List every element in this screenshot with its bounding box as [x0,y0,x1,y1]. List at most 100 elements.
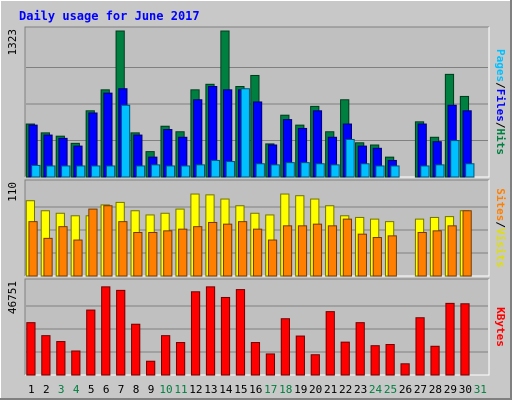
plot-area-shadow-edge [24,179,489,276]
x-tick-label: 8 [133,383,140,396]
x-tick-label: 9 [148,383,155,396]
x-tick-label: 11 [174,383,187,396]
bar-pages-day-8 [135,165,146,178]
bar-pages-day-28 [435,164,445,178]
series-pages [31,88,475,178]
bar-sites-day-2 [43,237,53,277]
bar-pages-day-20 [315,163,325,178]
ymax-label: 46751 [6,281,19,314]
x-tick-label: 25 [384,383,397,396]
bar-kbytes-day-8 [131,323,141,376]
x-tick-label: 17 [264,383,277,396]
x-tick-label: 16 [249,383,262,396]
bar-sites-day-4 [73,239,83,277]
bar-pages-day-14 [225,161,235,178]
bar-kbytes-day-30 [460,303,470,376]
bar-sites-day-8 [133,232,143,277]
bar-sites-day-7 [118,221,128,277]
bar-sites-day-30 [462,210,472,277]
bar-sites-day-9 [148,232,158,277]
bar-pages-day-11 [180,165,191,178]
x-tick-label: 23 [354,383,367,396]
x-tick-label: 7 [118,383,125,396]
bar-sites-day-22 [342,218,352,277]
bar-sites-day-18 [282,225,293,277]
bar-pages-day-4 [76,165,86,178]
bar-sites-day-19 [297,225,308,277]
bar-kbytes-day-25 [385,344,395,376]
axis-label-hits: Hits [494,129,507,156]
ymax-label: 1323 [6,29,19,56]
bar-pages-day-6 [105,165,116,178]
bar-kbytes-day-9 [146,360,156,376]
bar-sites-day-13 [208,221,218,277]
x-tick-label: 18 [279,383,292,396]
bar-pages-day-1 [31,164,41,178]
bar-sites-day-24 [372,237,382,277]
bar-sites-day-29 [447,225,457,277]
axis-label-sites: Sites [494,188,507,221]
bar-sites-day-3 [58,226,68,277]
bar-sites-day-5 [88,208,98,277]
bar-sites-day-16 [252,228,263,277]
bar-kbytes-day-22 [340,341,350,376]
x-tick-label: 3 [58,383,65,396]
bar-files-day-6 [103,92,113,178]
x-tick-label: 5 [88,383,95,396]
x-tick-label: 14 [219,383,233,396]
bar-sites-day-25 [387,235,397,277]
bar-pages-day-19 [300,162,310,178]
axis-label-separator: / [494,221,507,228]
x-tick-label: 19 [294,383,307,396]
bar-sites-day-6 [103,205,113,277]
bar-pages-day-29 [450,140,460,178]
bar-pages-day-16 [255,163,265,178]
x-tick-label: 27 [414,383,427,396]
bar-pages-day-10 [165,165,176,178]
bar-kbytes-day-24 [370,345,380,376]
bar-sites-day-28 [432,230,442,277]
bar-sites-day-14 [223,223,233,277]
x-tick-label: 24 [369,383,383,396]
bar-pages-day-18 [285,162,295,178]
axis-label-separator: / [494,122,507,129]
bar-sites-day-27 [417,232,427,277]
series-kbytes [26,286,470,376]
bar-kbytes-day-23 [355,322,365,376]
x-tick-label: 1 [28,383,35,396]
bar-kbytes-day-15 [235,289,246,376]
bar-kbytes-day-17 [265,353,276,376]
bar-pages-day-17 [270,164,280,178]
x-tick-label: 12 [189,383,202,396]
bar-kbytes-day-12 [190,291,201,376]
bar-kbytes-day-26 [400,363,410,376]
bar-kbytes-day-20 [310,354,320,376]
bar-pages-day-24 [375,165,385,178]
bar-pages-day-30 [465,163,475,178]
x-tick-label: 30 [459,383,472,396]
x-tick-label: 22 [339,383,352,396]
x-tick-label: 4 [73,383,80,396]
x-tick-label: 10 [159,383,172,396]
bar-kbytes-day-14 [220,296,231,376]
bar-pages-day-13 [210,159,220,178]
bar-pages-day-27 [420,165,430,178]
bar-kbytes-day-19 [295,335,305,376]
bar-kbytes-day-13 [205,286,216,376]
bar-kbytes-day-11 [175,342,186,376]
bar-kbytes-day-4 [71,350,81,376]
bar-pages-day-23 [360,163,370,178]
bar-kbytes-day-5 [86,309,96,376]
bar-kbytes-day-10 [161,335,171,376]
x-tick-label: 28 [429,383,442,396]
bar-kbytes-day-7 [116,289,126,376]
x-tick-label: 15 [234,383,247,396]
x-tick-label: 6 [103,383,110,396]
bar-pages-day-15 [240,88,250,178]
bar-kbytes-day-27 [415,317,425,376]
x-tick-label: 2 [43,383,50,396]
bar-kbytes-day-29 [445,302,455,376]
bar-pages-day-12 [195,164,206,178]
plot-area-shadow-edge [24,278,489,375]
